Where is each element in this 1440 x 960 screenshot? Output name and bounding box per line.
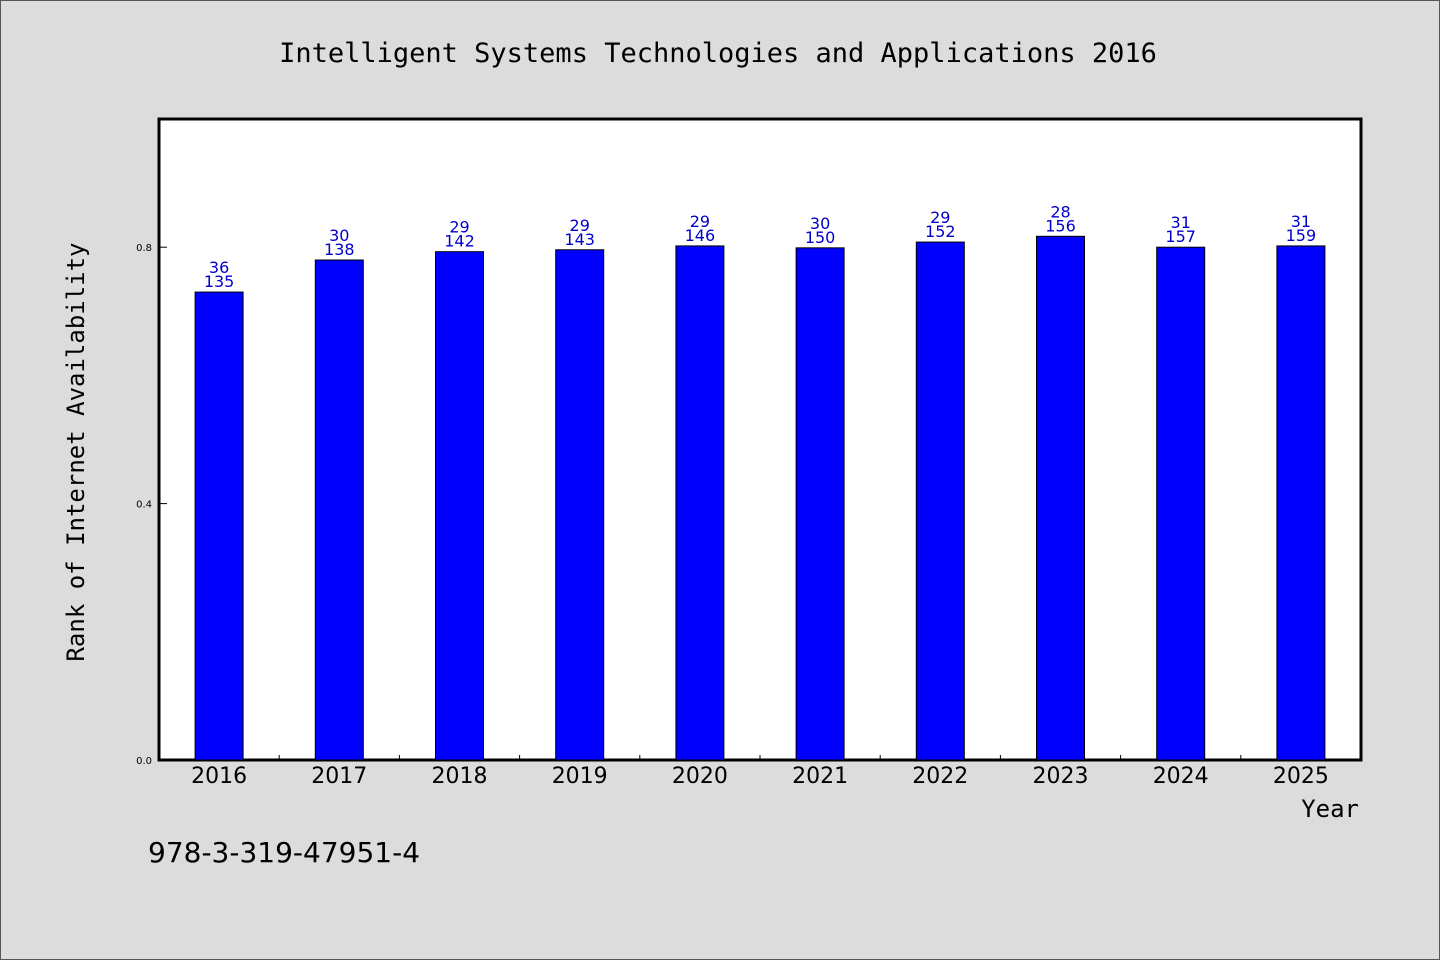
bar-label-bottom: 152 [925,222,956,241]
bar-label-top: 30 [329,226,349,245]
x-tick-label: 2024 [1153,764,1209,789]
bar-label-bottom: 150 [805,228,836,247]
bar-label-bottom: 159 [1286,226,1317,245]
bar-label-top: 29 [449,218,469,237]
bar-label-bottom: 143 [564,230,595,249]
chart-title: Intelligent Systems Technologies and App… [279,38,1157,69]
y-tick-label: 0.8 [136,243,152,254]
bar-label-top: 29 [690,212,710,231]
bar [1156,246,1206,761]
bar-label-top: 31 [1171,213,1191,232]
x-tick-label: 2022 [912,764,968,789]
bar-label-top: 30 [810,214,830,233]
bar-label-bottom: 138 [324,240,355,259]
y-axis-label: Rank of Internet Availability [62,242,90,661]
bar-label-top: 36 [209,258,229,277]
x-axis-labels: 2016 2017 2018 2019 2020 2021 2022 2023 2024 2025 [191,764,1329,789]
x-tick-label: 2025 [1273,764,1329,789]
x-tick-label: 2023 [1033,764,1089,789]
bars [194,235,1326,761]
isbn-text: 978-3-319-47951-4 [148,836,420,869]
bar [915,241,965,761]
bar-label-top: 29 [930,208,950,227]
bar [314,259,364,761]
bar-label-bottom: 146 [685,226,716,245]
bar-label-bottom: 156 [1045,216,1076,235]
x-axis-label: Year [1301,795,1359,823]
x-tick-label: 2018 [432,764,488,789]
y-axis: 0.0 0.4 0.8 [136,243,167,767]
bar-label-bottom: 157 [1165,227,1196,246]
bar [675,245,725,761]
bar-label-bottom: 142 [444,232,475,251]
bar [435,251,484,761]
x-tick-label: 2021 [792,764,848,789]
bar-label-top: 28 [1050,202,1070,221]
y-tick-label: 0.0 [136,756,152,767]
y-tick-label: 0.4 [136,500,152,511]
x-tick-label: 2019 [552,764,608,789]
bar-label-top: 31 [1291,212,1311,231]
bar [1036,235,1085,761]
bar [194,291,244,761]
x-tick-label: 2017 [311,764,367,789]
bar [1276,245,1326,761]
x-tick-label: 2016 [191,764,247,789]
bar [795,247,845,761]
bar [555,249,605,761]
x-tick-label: 2020 [672,764,728,789]
bar-label-bottom: 135 [204,272,235,291]
bar-label-top: 29 [570,216,590,235]
x-axis-ticks [278,755,1242,760]
